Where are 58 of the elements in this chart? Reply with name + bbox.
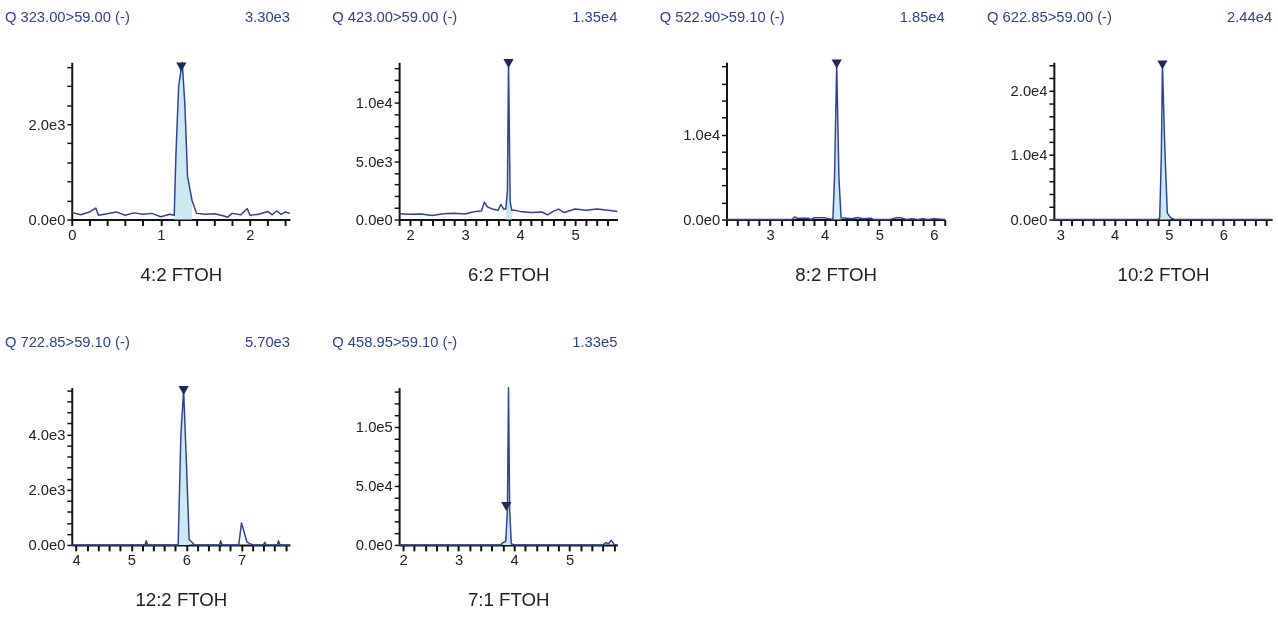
chart-title: Q 622.85>59.00 (-) [987,8,1112,25]
chart-subtitle: 1.85e4 [899,8,945,25]
x-tick-label: 6 [182,552,191,569]
y-tick-label: 2.0e3 [28,482,66,499]
x-tick-label: 3 [1056,226,1065,243]
y-tick-label: 0.0e0 [28,537,66,554]
y-tick-label: 2.0e3 [28,116,66,133]
x-tick-label: 4 [72,552,81,569]
x-axis-title: 12:2 FTOH [135,589,228,611]
y-tick-label: 4.0e3 [28,426,66,443]
x-tick-label: 2 [399,552,408,569]
chart-subtitle: 1.33e5 [572,334,618,351]
chart-title: Q 423.00>59.00 (-) [332,8,458,25]
x-tick-label: 5 [875,226,884,243]
x-tick-label: 4 [1111,226,1120,243]
chart-title: Q 722.85>59.10 (-) [4,334,130,351]
x-tick-label: 3 [454,552,464,569]
x-axis-title: 4:2 FTOH [140,264,223,285]
chart-subtitle: 2.44e4 [1227,8,1273,25]
x-tick-label: 4 [516,226,525,243]
x-tick-label: 5 [1165,226,1174,243]
x-tick-label: 2 [406,226,415,243]
y-tick-label: 1.0e5 [355,419,393,436]
x-axis-title: 6:2 FTOH [467,264,550,285]
y-tick-label: 0.0e0 [28,211,66,228]
y-tick-label: 0.0e0 [1010,211,1048,228]
chart-title: Q 458.95>59.10 (-) [332,334,458,351]
x-tick-label: 6 [930,226,939,243]
x-tick-label: 3 [766,226,775,243]
chart-subtitle: 5.70e3 [244,334,291,351]
chart-subtitle: 3.30e3 [244,8,291,25]
x-axis-title: 8:2 FTOH [795,264,877,285]
y-tick-label: 5.0e3 [355,153,393,170]
x-tick-label: 5 [127,552,136,569]
y-tick-label: 1.0e4 [1010,147,1048,164]
x-axis-title: 10:2 FTOH [1117,264,1210,285]
y-tick-label: 1.0e4 [683,126,721,143]
x-tick-label: 4 [821,226,830,243]
y-tick-label: 2.0e4 [1010,83,1048,100]
x-tick-label: 2 [246,226,255,243]
x-tick-label: 1 [157,226,166,243]
chart-title: Q 522.90>59.10 (-) [659,8,785,25]
y-tick-label: 0.0e0 [683,211,721,228]
y-tick-label: 0.0e0 [355,537,393,554]
x-axis-title: 7:1 FTOH [467,589,550,611]
y-tick-label: 1.0e4 [355,95,393,112]
y-tick-label: 5.0e4 [355,478,393,495]
x-tick-label: 3 [461,226,470,243]
x-tick-label: 7 [237,552,247,569]
x-tick-label: 0 [68,226,77,243]
chart-title: Q 323.00>59.00 (-) [4,8,130,25]
x-tick-label: 4 [510,552,519,569]
y-tick-label: 0.0e0 [355,211,393,228]
chart-subtitle: 1.35e4 [572,8,618,25]
line-series [71,61,291,218]
x-tick-label: 6 [1219,226,1228,243]
x-tick-label: 5 [566,552,575,569]
x-tick-label: 5 [571,226,580,243]
